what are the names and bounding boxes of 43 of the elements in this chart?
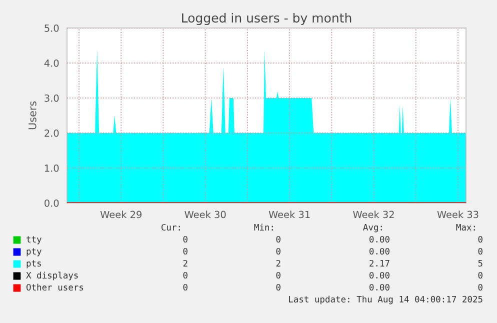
legend-label: X displays — [26, 272, 78, 280]
text: 2 — [276, 260, 280, 266]
x-tick-label: Week 31 — [268, 210, 310, 218]
text: 0 — [478, 272, 482, 279]
x-tick-label: Week 32 — [353, 210, 394, 218]
text: 0.00 — [370, 284, 390, 291]
text: 2 — [183, 260, 188, 266]
x-tick-label: Week 29 — [100, 210, 142, 218]
text: Min: — [254, 224, 273, 230]
text: 0 — [183, 272, 188, 279]
legend-label: pts — [26, 260, 41, 268]
y-tick-label: 2.0 — [44, 129, 59, 137]
text: 0 — [478, 284, 482, 291]
y-tick-label: 3.0 — [44, 94, 59, 102]
text: 0 — [183, 248, 188, 255]
text: Cur: — [162, 224, 180, 231]
text: 5 — [478, 260, 482, 267]
text: Max: — [456, 224, 475, 231]
text: 0 — [276, 272, 280, 279]
text: 0 — [183, 236, 188, 243]
text: Last update: Thu Aug 14 04:00:17 2025 — [289, 296, 482, 304]
text: Avg: — [363, 224, 382, 232]
text: 0 — [276, 236, 280, 243]
y-tick-label: 4.0 — [44, 59, 59, 67]
text: 2.17 — [370, 260, 390, 266]
text: 0 — [276, 284, 280, 291]
legend-label: pty — [26, 248, 42, 256]
text: 0 — [478, 236, 482, 243]
x-tick-label: Week 33 — [437, 210, 478, 218]
y-tick-label: 0.0 — [44, 199, 59, 207]
y-axis-title: Users — [28, 101, 36, 130]
y-tick-label: 1.0 — [44, 164, 59, 172]
text: 0 — [478, 248, 482, 255]
text: 0.00 — [370, 272, 390, 279]
text: 0 — [183, 284, 188, 291]
x-tick-label: Week 30 — [184, 210, 226, 218]
text: 0.00 — [370, 248, 390, 255]
y-tick-label: 5.0 — [44, 24, 59, 32]
legend-label: Other users — [26, 284, 84, 291]
chart-title: Logged in users - by month — [182, 12, 352, 26]
text: 0.00 — [370, 236, 390, 243]
legend-label: tty — [26, 236, 42, 244]
text: 0 — [276, 248, 280, 255]
